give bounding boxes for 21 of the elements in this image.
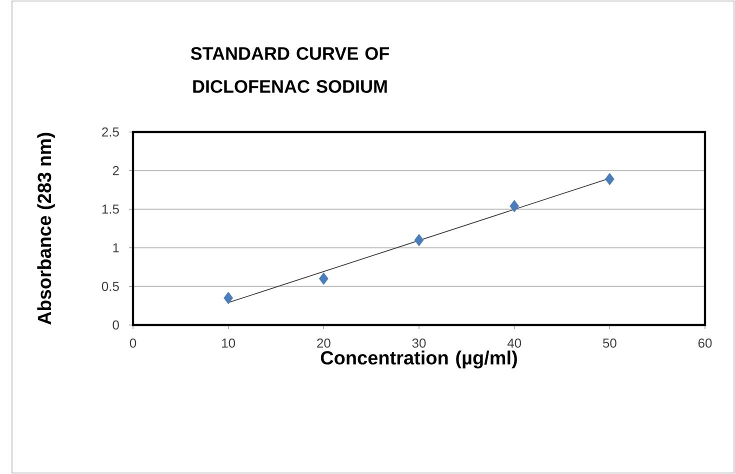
x-tick-label: 10 — [222, 338, 236, 348]
x-tick-label: 40 — [507, 338, 522, 348]
y-tick-label: 2.5 — [102, 127, 119, 137]
x-tick-label: 50 — [602, 338, 616, 348]
point — [414, 234, 424, 246]
point — [318, 272, 328, 285]
y-tick-label: 0.5 — [102, 282, 119, 291]
y-tick-label: 2 — [112, 166, 119, 176]
y-tick-label: 1 — [113, 243, 119, 252]
x-tick-label: 0 — [130, 338, 136, 348]
x-tick-label: 20 — [317, 338, 330, 348]
y-tick-label: 0 — [112, 320, 119, 330]
chart-title: STANDARD CURVE OF DICLOFENAC SODIUM — [190, 47, 389, 93]
point — [224, 292, 234, 304]
x-tick-label: 60 — [698, 338, 712, 348]
y-axis-title: Absorbance (283 nm) — [37, 132, 55, 325]
point — [510, 200, 520, 212]
x-axis-title: Concentration (µg/ml) — [320, 350, 517, 368]
x-tick-label: 30 — [412, 338, 426, 348]
point — [604, 172, 614, 186]
y-tick-label: 1.5 — [102, 204, 119, 214]
